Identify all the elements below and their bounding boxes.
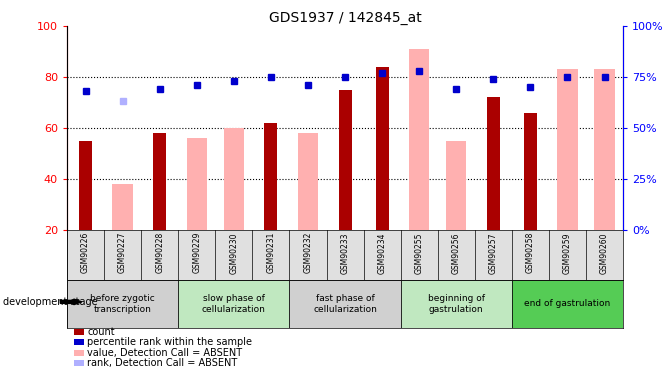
Text: GSM90257: GSM90257 <box>489 232 498 274</box>
Title: GDS1937 / 142845_at: GDS1937 / 142845_at <box>269 11 421 25</box>
Text: GSM90259: GSM90259 <box>563 232 572 274</box>
Text: development stage: development stage <box>3 297 98 307</box>
Bar <box>557 69 578 230</box>
Bar <box>446 141 466 230</box>
Text: GSM90227: GSM90227 <box>118 232 127 273</box>
Text: GSM90231: GSM90231 <box>267 232 275 273</box>
Bar <box>409 49 429 230</box>
Text: GSM90255: GSM90255 <box>415 232 423 274</box>
Text: GSM90226: GSM90226 <box>81 232 90 273</box>
Bar <box>265 123 277 230</box>
Text: GSM90232: GSM90232 <box>304 232 312 273</box>
Bar <box>79 141 92 230</box>
Text: before zygotic
transcription: before zygotic transcription <box>90 294 155 314</box>
Text: percentile rank within the sample: percentile rank within the sample <box>87 338 252 347</box>
Bar <box>594 69 615 230</box>
Bar <box>376 67 389 230</box>
Bar <box>178 280 289 328</box>
Bar <box>153 133 166 230</box>
Bar <box>67 280 178 328</box>
Text: rank, Detection Call = ABSENT: rank, Detection Call = ABSENT <box>87 358 237 368</box>
Bar <box>224 128 244 230</box>
Text: GSM90234: GSM90234 <box>378 232 387 274</box>
Text: GSM90260: GSM90260 <box>600 232 609 274</box>
Text: GSM90233: GSM90233 <box>340 232 350 274</box>
Text: GSM90258: GSM90258 <box>526 232 535 273</box>
Text: fast phase of
cellularization: fast phase of cellularization <box>313 294 377 314</box>
Text: GSM90256: GSM90256 <box>452 232 461 274</box>
Text: GSM90230: GSM90230 <box>229 232 239 274</box>
Text: slow phase of
cellularization: slow phase of cellularization <box>202 294 266 314</box>
Text: GSM90229: GSM90229 <box>192 232 201 273</box>
Bar <box>289 280 401 328</box>
Bar <box>487 98 500 230</box>
Text: end of gastrulation: end of gastrulation <box>525 300 610 309</box>
Text: GSM90228: GSM90228 <box>155 232 164 273</box>
Bar <box>338 90 352 230</box>
Bar <box>113 184 133 230</box>
Bar <box>401 280 512 328</box>
Text: count: count <box>87 327 115 337</box>
Bar <box>512 280 623 328</box>
Bar <box>297 133 318 230</box>
Bar <box>186 138 207 230</box>
Text: value, Detection Call = ABSENT: value, Detection Call = ABSENT <box>87 348 243 358</box>
Text: beginning of
gastrulation: beginning of gastrulation <box>427 294 485 314</box>
Bar <box>524 112 537 230</box>
